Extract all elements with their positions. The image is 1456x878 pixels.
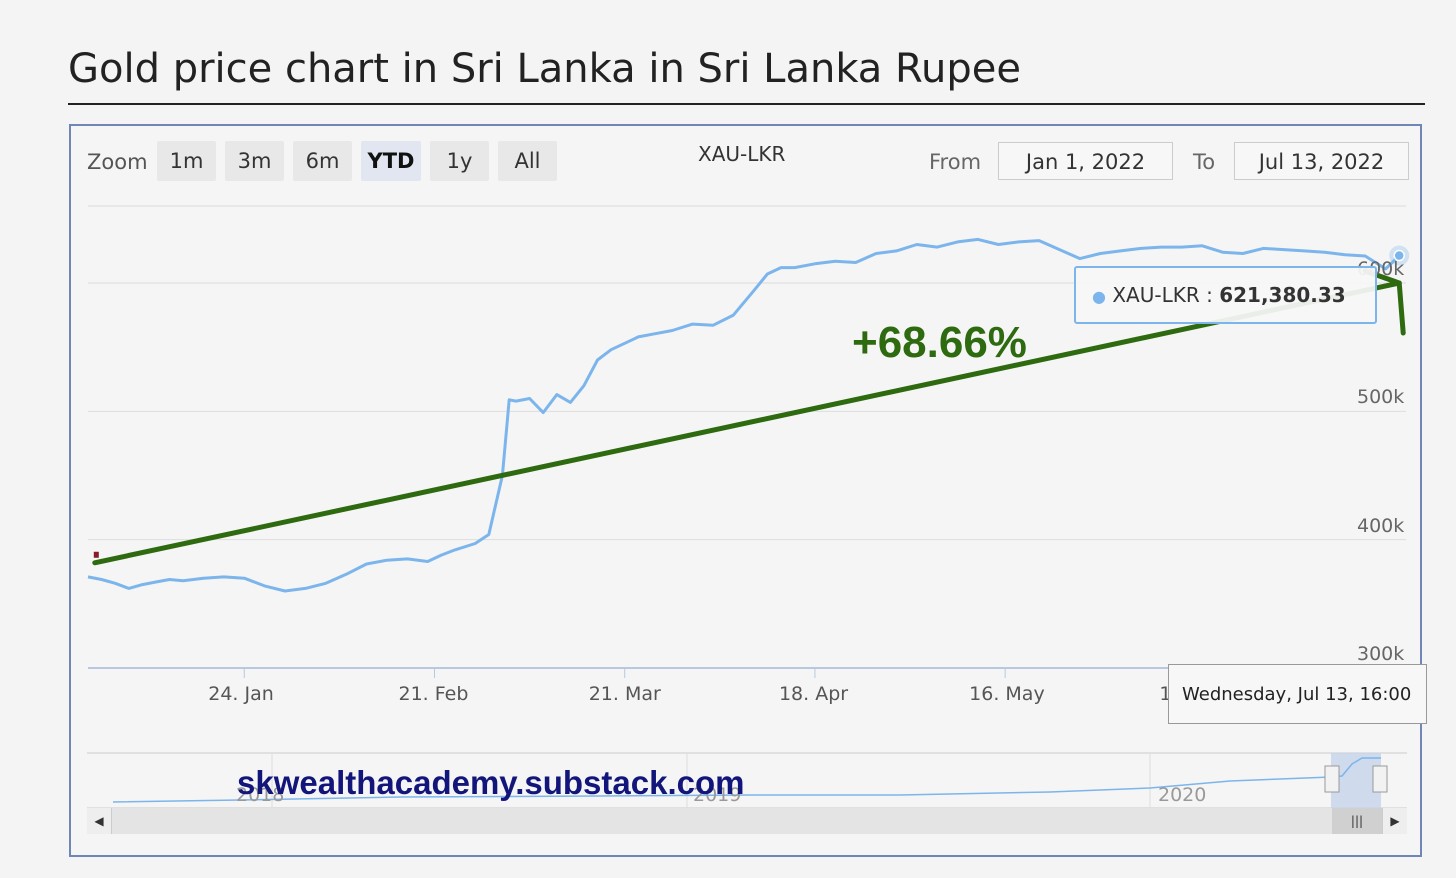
navigator-year-label: 2018	[236, 784, 285, 806]
navigator-year-label: 2020	[1158, 784, 1207, 806]
y-tick-label: 300k	[1357, 643, 1405, 665]
chart-title: XAU-LKR	[698, 142, 786, 166]
from-label: From	[929, 150, 982, 174]
navigator-series-line	[112, 757, 1381, 803]
from-date-input[interactable]: Jan 1, 2022	[998, 142, 1173, 180]
zoom-label: Zoom	[87, 150, 148, 174]
to-label: To	[1193, 150, 1216, 174]
scroll-left-arrow-icon[interactable]: ◀	[87, 808, 112, 834]
value-tooltip: ● XAU-LKR : 621,380.33	[1074, 266, 1377, 324]
series-dot-icon: ●	[1092, 287, 1106, 306]
x-tick-label: 21. Mar	[588, 683, 661, 705]
to-date-input[interactable]: Jul 13, 2022	[1234, 142, 1409, 180]
scroll-right-arrow-icon[interactable]: ▶	[1382, 808, 1407, 834]
zoom-1m-button[interactable]: 1m	[157, 141, 216, 181]
zoom-3m-button[interactable]: 3m	[225, 141, 284, 181]
tooltip-value: 621,380.33	[1219, 283, 1346, 307]
series-line-xau-lkr	[87, 237, 1401, 593]
tooltip-series-name: XAU-LKR	[1112, 283, 1200, 307]
navigator-left-handle[interactable]	[1324, 765, 1340, 793]
title-divider	[68, 103, 1425, 105]
gain-arrow-head	[1396, 280, 1406, 336]
scrollbar-thumb[interactable]: |||	[1332, 808, 1382, 834]
page-title: Gold price chart in Sri Lanka in Sri Lan…	[68, 46, 1021, 92]
y-tick-label: 400k	[1357, 514, 1405, 537]
y-tick-label: 500k	[1357, 386, 1405, 409]
watermark-text: skwealthacademy.substack.com	[237, 764, 745, 801]
zoom-all-button[interactable]: All	[498, 141, 557, 181]
zoom-6m-button[interactable]: 6m	[293, 141, 352, 181]
hover-point	[1393, 249, 1405, 262]
x-tick-label: 16. May	[969, 683, 1045, 705]
gain-annotation: +68.66%	[852, 318, 1027, 367]
navigator-scrollbar[interactable]: ◀ ||| ▶	[87, 808, 1407, 834]
zoom-ytd-button[interactable]: YTD	[361, 141, 421, 181]
zoom-1y-button[interactable]: 1y	[430, 141, 489, 181]
start-marker	[93, 551, 99, 558]
gain-trend-arrow	[92, 280, 1402, 566]
navigator-year-label: 2019	[693, 784, 742, 806]
x-tick-label: 21. Feb	[398, 683, 469, 705]
x-tick-label: 24. Jan	[208, 683, 274, 705]
tooltip-separator: :	[1206, 283, 1213, 307]
date-tooltip: Wednesday, Jul 13, 16:00	[1168, 664, 1427, 724]
navigator-right-handle[interactable]	[1372, 765, 1388, 793]
x-tick-label: 18. Apr	[778, 683, 849, 705]
